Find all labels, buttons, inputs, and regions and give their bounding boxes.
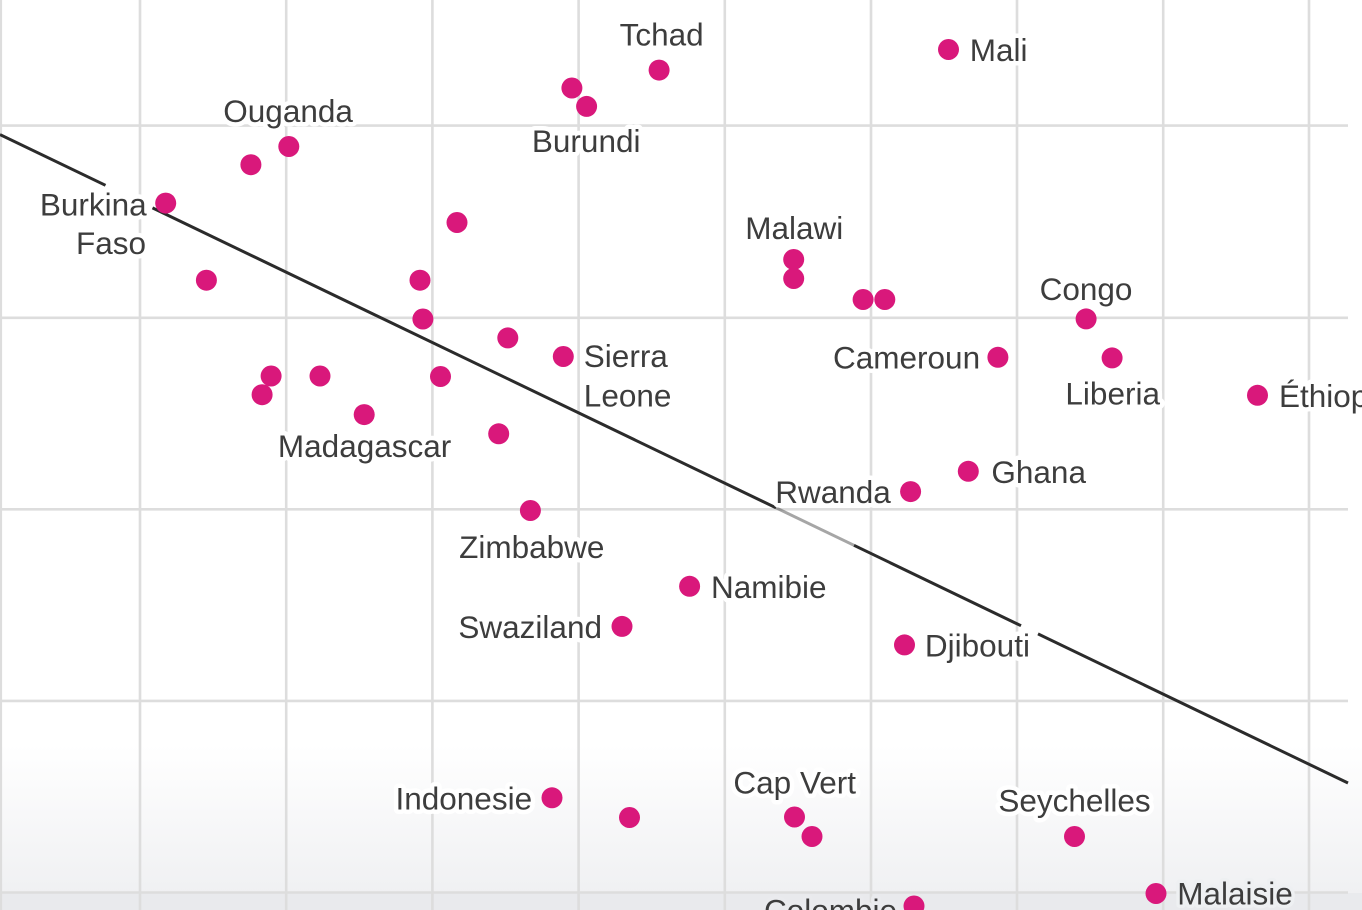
svg-text:Mali: Mali	[970, 32, 1028, 68]
svg-text:Sierra: Sierra	[584, 338, 669, 374]
svg-text:Congo: Congo	[1040, 271, 1133, 307]
svg-text:Ghana: Ghana	[991, 454, 1086, 490]
svg-text:Colombie: Colombie	[764, 893, 897, 910]
svg-text:Tchad: Tchad	[620, 17, 704, 53]
svg-text:Zimbabwe: Zimbabwe	[459, 529, 604, 565]
svg-text:Cap Vert: Cap Vert	[733, 764, 856, 800]
svg-text:Namibie: Namibie	[711, 569, 827, 605]
svg-text:Malawi: Malawi	[745, 210, 843, 246]
svg-text:Djibouti: Djibouti	[925, 627, 1030, 663]
svg-text:Malaisie: Malaisie	[1177, 876, 1293, 910]
svg-text:Burkina: Burkina	[40, 186, 147, 222]
svg-text:Cameroun: Cameroun	[833, 340, 980, 376]
svg-text:Liberia: Liberia	[1065, 376, 1160, 412]
svg-text:Burundi: Burundi	[532, 123, 641, 159]
svg-text:Rwanda: Rwanda	[775, 474, 891, 510]
svg-text:Éthiopie: Éthiopie	[1279, 378, 1362, 414]
svg-text:Seychelles: Seychelles	[998, 783, 1150, 819]
svg-text:Madagascar: Madagascar	[278, 428, 451, 464]
svg-text:Leone: Leone	[584, 378, 672, 414]
svg-text:Faso: Faso	[76, 225, 146, 261]
svg-text:Indonesie: Indonesie	[395, 780, 532, 816]
svg-text:Ouganda: Ouganda	[223, 93, 353, 129]
svg-text:Swaziland: Swaziland	[458, 609, 602, 645]
